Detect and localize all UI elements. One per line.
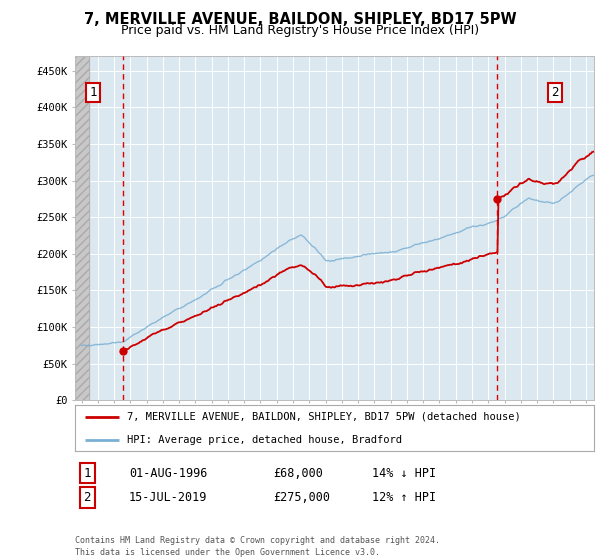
Bar bbox=[75, 56, 89, 400]
Text: Price paid vs. HM Land Registry's House Price Index (HPI): Price paid vs. HM Land Registry's House … bbox=[121, 24, 479, 36]
Text: 15-JUL-2019: 15-JUL-2019 bbox=[129, 491, 208, 504]
Text: 14% ↓ HPI: 14% ↓ HPI bbox=[372, 466, 436, 480]
Text: £275,000: £275,000 bbox=[273, 491, 330, 504]
Text: 01-AUG-1996: 01-AUG-1996 bbox=[129, 466, 208, 480]
Text: Contains HM Land Registry data © Crown copyright and database right 2024.
This d: Contains HM Land Registry data © Crown c… bbox=[75, 536, 440, 557]
Text: 12% ↑ HPI: 12% ↑ HPI bbox=[372, 491, 436, 504]
Text: 1: 1 bbox=[89, 86, 97, 99]
Text: 2: 2 bbox=[83, 491, 91, 504]
Text: 7, MERVILLE AVENUE, BAILDON, SHIPLEY, BD17 5PW (detached house): 7, MERVILLE AVENUE, BAILDON, SHIPLEY, BD… bbox=[127, 412, 521, 422]
Bar bbox=[75, 56, 89, 400]
Text: 1: 1 bbox=[83, 466, 91, 480]
Text: £68,000: £68,000 bbox=[273, 466, 323, 480]
Text: HPI: Average price, detached house, Bradford: HPI: Average price, detached house, Brad… bbox=[127, 435, 402, 445]
Text: 2: 2 bbox=[551, 86, 559, 99]
Text: 7, MERVILLE AVENUE, BAILDON, SHIPLEY, BD17 5PW: 7, MERVILLE AVENUE, BAILDON, SHIPLEY, BD… bbox=[83, 12, 517, 27]
